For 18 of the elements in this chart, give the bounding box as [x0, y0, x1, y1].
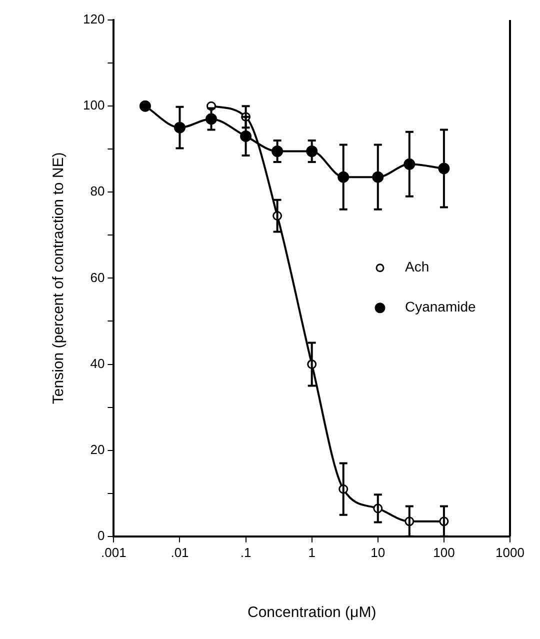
x-tick-label: 10 — [370, 544, 386, 560]
y-tick-label: 100 — [82, 98, 105, 113]
y-tick-label: 60 — [90, 270, 105, 285]
y-tick-label: 80 — [90, 184, 105, 199]
legend-label: Cyanamide — [405, 298, 476, 315]
x-tick-label: 1000 — [496, 544, 524, 560]
x-tick-label: 100 — [433, 544, 455, 560]
x-tick-label: 1 — [308, 544, 316, 560]
x-tick-label: .1 — [240, 544, 252, 560]
x-tick-label: .01 — [170, 544, 189, 560]
y-tick-label: 0 — [97, 528, 105, 543]
x-axis-title: Concentration (μM) — [248, 604, 376, 622]
legend-label: Ach — [405, 258, 430, 275]
x-tick-label: .001 — [101, 544, 126, 560]
y-tick-label: 40 — [90, 356, 105, 371]
y-tick-label: 20 — [90, 442, 105, 457]
y-axis-title: Tension (percent of contraction to NE) — [50, 152, 68, 404]
y-tick-label: 120 — [82, 12, 105, 27]
